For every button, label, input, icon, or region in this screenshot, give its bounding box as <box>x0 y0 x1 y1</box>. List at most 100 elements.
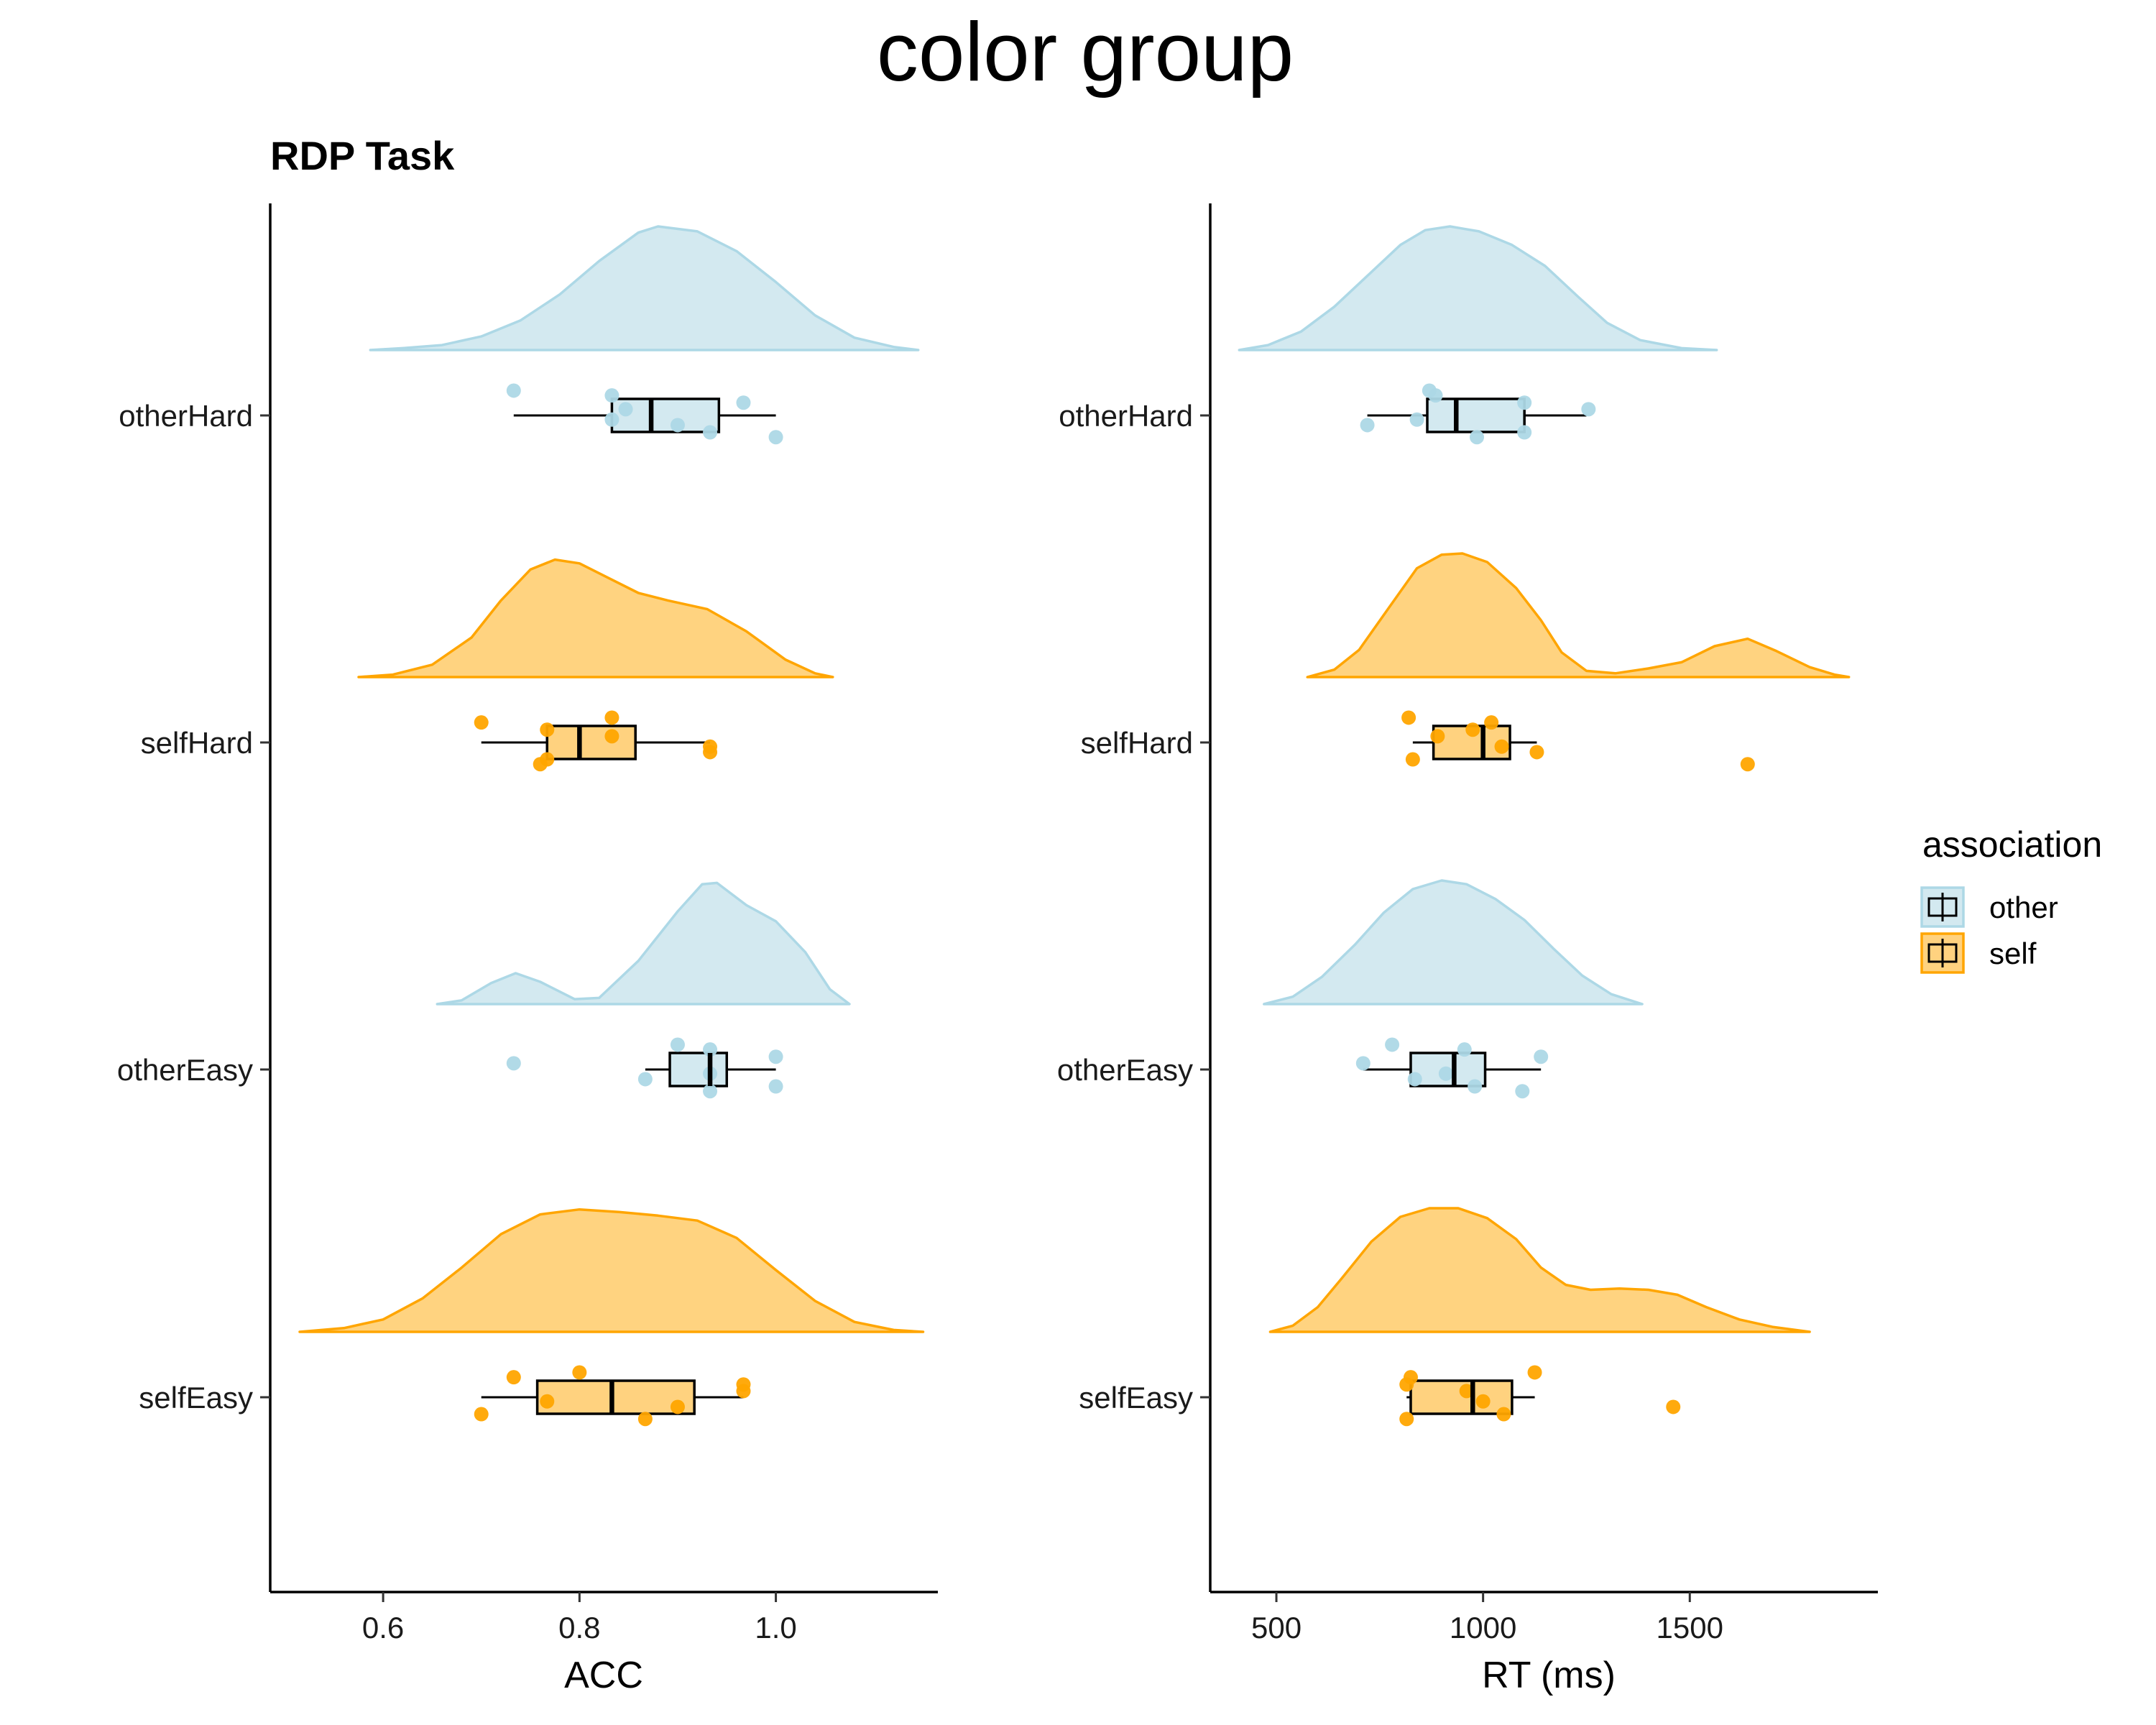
data-point <box>1409 412 1424 427</box>
data-point <box>637 1072 653 1087</box>
legend-key-other <box>1920 886 1965 928</box>
data-point <box>618 402 633 417</box>
data-point <box>540 1394 555 1409</box>
box <box>668 1052 729 1087</box>
group-otherEasy-rt <box>1263 879 1644 1099</box>
data-point <box>1484 715 1499 730</box>
data-point <box>533 757 548 772</box>
data-point <box>768 1049 783 1064</box>
legend: association other self <box>1920 824 2102 974</box>
y-tick-label-acc: otherEasy <box>117 1053 253 1087</box>
data-point <box>1385 1037 1400 1052</box>
density-cloud <box>369 225 920 351</box>
y-tick-label-rt: otherHard <box>1059 399 1193 433</box>
data-point <box>1666 1399 1681 1414</box>
y-tick-label-acc: selfEasy <box>139 1381 253 1414</box>
data-point <box>703 1042 718 1057</box>
group-selfHard-acc <box>357 558 834 772</box>
x-tick-label-rt: 1500 <box>1657 1611 1723 1644</box>
data-point <box>1399 1377 1414 1392</box>
data-point <box>768 430 783 445</box>
data-point <box>703 425 718 440</box>
legend-key-self <box>1920 932 1965 974</box>
data-point <box>506 383 521 398</box>
acc-panel: ACC 0.6 0.8 1.0 otherHard selfHard otherEasy s… <box>117 203 938 1696</box>
density-cloud <box>1306 552 1851 678</box>
legend-label-other: other <box>1989 891 2058 924</box>
data-point <box>474 715 489 730</box>
data-point <box>670 1037 685 1052</box>
data-point <box>1529 745 1544 760</box>
y-tick-label-rt: selfEasy <box>1079 1381 1193 1414</box>
data-point <box>1401 710 1416 725</box>
x-tick-label-acc: 0.6 <box>362 1611 404 1644</box>
x-tick-label-acc: 0.8 <box>558 1611 600 1644</box>
data-point <box>540 722 555 737</box>
group-selfHard-rt <box>1306 552 1851 772</box>
data-point <box>1399 1412 1414 1427</box>
data-point <box>1407 1072 1422 1087</box>
y-tick-label-acc: otherHard <box>119 399 253 433</box>
x-tick-label-acc: 1.0 <box>755 1611 796 1644</box>
data-point <box>1494 739 1509 754</box>
data-point <box>1459 1384 1474 1399</box>
data-point <box>1475 1394 1491 1409</box>
density-cloud <box>1263 879 1644 1006</box>
box <box>1409 1379 1514 1415</box>
chart-suptitle: color group <box>877 5 1294 98</box>
group-otherHard-rt <box>1238 225 1718 445</box>
group-selfEasy-rt <box>1268 1207 1811 1427</box>
group-otherEasy-acc <box>436 881 851 1099</box>
y-tick-label-rt: otherEasy <box>1057 1053 1193 1087</box>
data-point <box>768 1079 783 1094</box>
y-tick-label-rt: selfHard <box>1081 726 1193 760</box>
density-cloud <box>298 1208 925 1333</box>
legend-box-other <box>1927 897 1958 917</box>
data-point <box>1405 752 1420 767</box>
data-point <box>1527 1365 1542 1380</box>
data-point <box>474 1407 489 1422</box>
box <box>1426 397 1526 433</box>
density-cloud <box>436 881 851 1006</box>
x-tick-label-rt: 1000 <box>1450 1611 1516 1644</box>
chart-subtitle: RDP Task <box>270 133 455 178</box>
x-tick-label-rt: 500 <box>1251 1611 1302 1644</box>
x-axis-title-acc: ACC <box>564 1655 643 1696</box>
data-point <box>637 1412 653 1427</box>
data-point <box>1465 722 1480 737</box>
data-point <box>703 739 718 754</box>
data-point <box>670 418 685 433</box>
data-point <box>604 729 619 744</box>
data-point <box>1355 1056 1370 1071</box>
box <box>535 1379 696 1415</box>
legend-box-self <box>1927 943 1958 963</box>
data-point <box>670 1399 685 1414</box>
data-point <box>1430 729 1445 744</box>
data-point <box>506 1056 521 1071</box>
box <box>545 724 637 760</box>
data-point <box>1496 1407 1511 1422</box>
data-point <box>604 388 619 403</box>
rt-panel: RT (ms) 500 1000 1500 otherHard selfHard othe… <box>1057 203 1878 1696</box>
density-cloud <box>1238 225 1718 351</box>
group-otherHard-acc <box>369 225 920 445</box>
legend-label-self: self <box>1989 937 2037 970</box>
data-point <box>1468 1079 1483 1094</box>
y-tick-label-acc: selfHard <box>141 726 253 760</box>
data-point <box>1360 418 1375 433</box>
data-point <box>1428 388 1443 403</box>
data-point <box>1581 402 1596 417</box>
data-point <box>1438 1066 1453 1081</box>
density-cloud <box>1268 1207 1811 1333</box>
data-point <box>1457 1042 1472 1057</box>
data-point <box>1534 1049 1549 1064</box>
data-point <box>1517 395 1532 410</box>
data-point <box>1515 1084 1530 1099</box>
data-point <box>506 1370 521 1385</box>
data-point <box>736 1377 751 1392</box>
data-point <box>1740 757 1755 772</box>
data-point <box>604 412 619 427</box>
data-point <box>1517 425 1532 440</box>
data-point <box>572 1365 587 1380</box>
